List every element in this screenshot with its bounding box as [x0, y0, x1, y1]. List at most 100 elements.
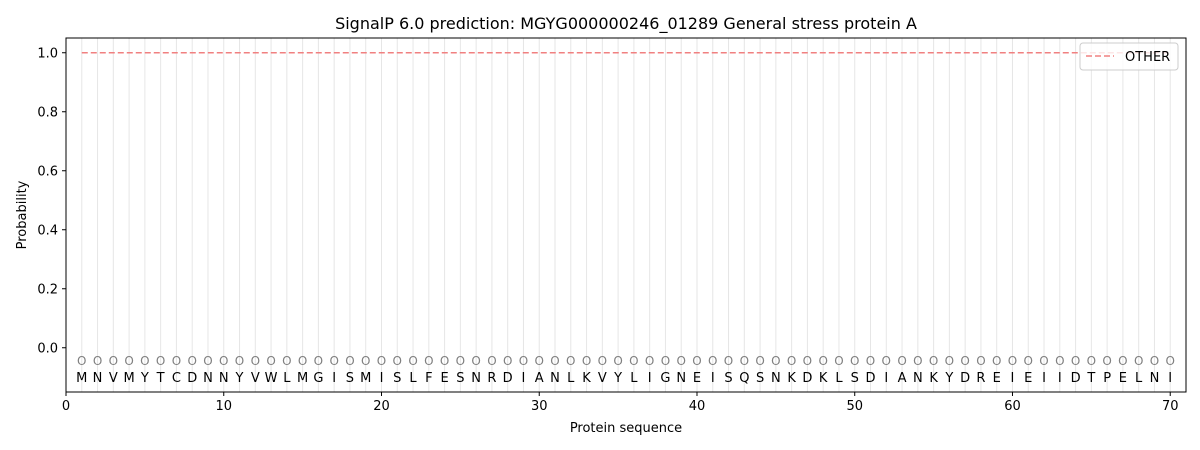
predicted-label: O — [976, 354, 985, 368]
sequence-residue: L — [1135, 371, 1143, 386]
sequence-residue: S — [456, 371, 464, 386]
predicted-label: O — [266, 354, 275, 368]
predicted-label: O — [850, 354, 859, 368]
predicted-label: O — [897, 354, 906, 368]
sequence-residue: N — [203, 371, 213, 386]
predicted-label: O — [929, 354, 938, 368]
predicted-label: O — [755, 354, 764, 368]
predicted-label: O — [1008, 354, 1017, 368]
sequence-residue: S — [346, 371, 354, 386]
x-tick-label: 40 — [689, 399, 706, 414]
sequence-residue: D — [187, 371, 197, 386]
sequence-residue: I — [380, 371, 384, 386]
sequence-residue: D — [503, 371, 513, 386]
predicted-label: O — [724, 354, 733, 368]
sequence-residue: P — [1103, 371, 1111, 386]
sequence-residue: L — [409, 371, 417, 386]
predicted-label: O — [913, 354, 922, 368]
sequence-residue: C — [172, 371, 181, 386]
sequence-residue: N — [471, 371, 481, 386]
sequence-residue: N — [93, 371, 103, 386]
predicted-label: O — [203, 354, 212, 368]
sequence-residue: Y — [944, 371, 953, 386]
y-tick-label: 0.0 — [37, 341, 58, 356]
predicted-label: O — [519, 354, 528, 368]
sequence-residue: Y — [235, 371, 244, 386]
sequence-residue: N — [913, 371, 923, 386]
sequence-residue: Q — [739, 371, 749, 386]
x-tick-label: 70 — [1162, 399, 1179, 414]
sequence-residue: I — [711, 371, 715, 386]
legend: OTHER — [1079, 42, 1179, 71]
predicted-label: O — [298, 354, 307, 368]
predicted-label: O — [676, 354, 685, 368]
predicted-label: O — [140, 354, 149, 368]
predicted-label: O — [803, 354, 812, 368]
sequence-residue: N — [550, 371, 560, 386]
predicted-label: O — [172, 354, 181, 368]
sequence-residue: S — [756, 371, 764, 386]
sequence-residue: K — [582, 371, 591, 386]
predicted-label: O — [235, 354, 244, 368]
predicted-label: O — [77, 354, 86, 368]
chart-title: SignalP 6.0 prediction: MGYG000000246_01… — [335, 14, 917, 34]
predicted-label: O — [882, 354, 891, 368]
predicted-label: O — [282, 354, 291, 368]
sequence-residue: W — [265, 371, 278, 386]
x-tick-label: 20 — [373, 399, 390, 414]
sequence-residue: D — [802, 371, 812, 386]
predicted-label: O — [613, 354, 622, 368]
predicted-label: O — [1024, 354, 1033, 368]
predicted-label: O — [692, 354, 701, 368]
sequence-residue: D — [960, 371, 970, 386]
sequence-residue: Y — [613, 371, 622, 386]
sequence-residue: L — [567, 371, 575, 386]
sequence-residue: I — [1058, 371, 1062, 386]
predicted-label: O — [1039, 354, 1048, 368]
sequence-residue: A — [898, 371, 907, 386]
predicted-label: O — [771, 354, 780, 368]
sequence-residue: M — [360, 371, 371, 386]
sequence-residue: G — [313, 371, 323, 386]
predicted-label: O — [219, 354, 228, 368]
sequence-residue: L — [630, 371, 638, 386]
sequence-labels: OMONOVOMOYOTOCODONONOYOVOWOLOMOGOIOSOMOI… — [76, 354, 1175, 386]
predicted-label: O — [93, 354, 102, 368]
sequence-residue: L — [283, 371, 291, 386]
predicted-label: O — [1150, 354, 1159, 368]
sequence-residue: T — [1086, 371, 1095, 386]
sequence-residue: K — [929, 371, 938, 386]
predicted-label: O — [1118, 354, 1127, 368]
predicted-label: O — [960, 354, 969, 368]
predicted-label: O — [456, 354, 465, 368]
legend-label-other: OTHER — [1125, 50, 1170, 65]
sequence-residue: M — [297, 371, 308, 386]
sequence-residue: E — [1119, 371, 1127, 386]
predicted-label: O — [818, 354, 827, 368]
sequence-residue: F — [425, 371, 432, 386]
sequence-residue: K — [787, 371, 796, 386]
sequence-residue: A — [535, 371, 544, 386]
x-axis-label: Protein sequence — [570, 421, 682, 436]
sequence-residue: T — [156, 371, 165, 386]
predicted-label: O — [945, 354, 954, 368]
x-axis: 0 10 20 30 40 50 60 70 — [62, 392, 1179, 414]
x-tick-label: 10 — [215, 399, 232, 414]
sequence-residue: D — [865, 371, 875, 386]
sequence-residue: D — [1071, 371, 1081, 386]
x-tick-label: 0 — [62, 399, 70, 414]
predicted-label: O — [377, 354, 386, 368]
sequence-residue: S — [724, 371, 732, 386]
predicted-label: O — [408, 354, 417, 368]
y-axis-label: Probability — [15, 180, 30, 249]
sequence-residue: I — [1168, 371, 1172, 386]
sequence-residue: I — [1042, 371, 1046, 386]
sequence-residue: R — [487, 371, 496, 386]
predicted-label: O — [645, 354, 654, 368]
predicted-label: O — [1134, 354, 1143, 368]
x-tick-label: 50 — [846, 399, 863, 414]
predicted-label: O — [1165, 354, 1174, 368]
predicted-label: O — [471, 354, 480, 368]
predicted-label: O — [992, 354, 1001, 368]
predicted-label: O — [314, 354, 323, 368]
